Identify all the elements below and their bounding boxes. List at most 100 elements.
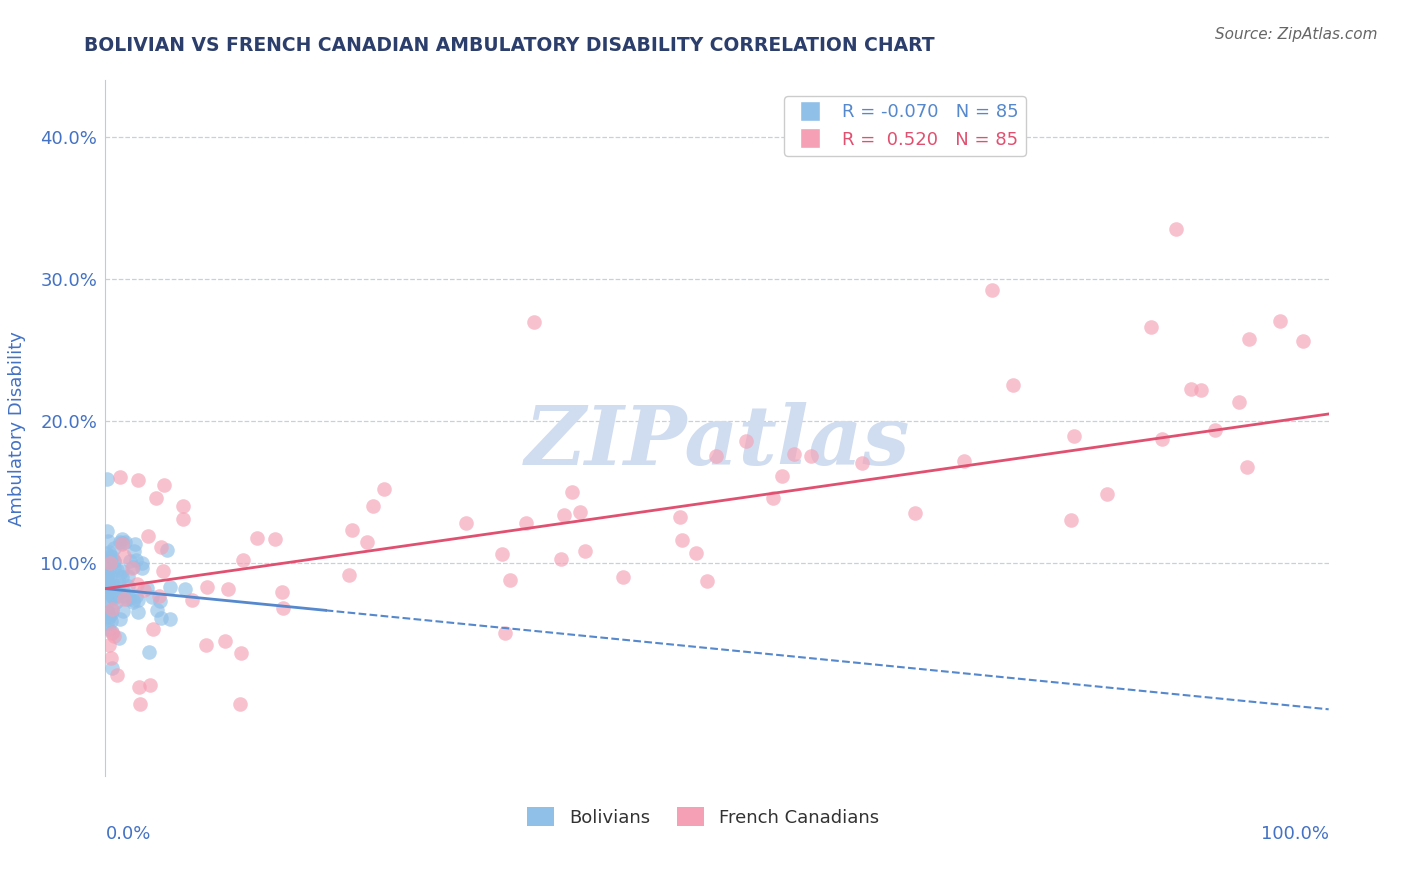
Point	[146, 603, 169, 617]
Point	[97, 606, 120, 620]
Point	[103, 554, 125, 568]
Point	[704, 450, 727, 464]
Point	[98, 608, 121, 623]
Point	[783, 447, 806, 461]
Point	[98, 580, 121, 594]
Legend: R = -0.070   N = 85, R =  0.520   N = 85: R = -0.070 N = 85, R = 0.520 N = 85	[785, 96, 1026, 156]
Point	[980, 283, 1002, 297]
Point	[172, 499, 194, 513]
Point	[373, 482, 395, 496]
Point	[217, 582, 239, 596]
Point	[136, 528, 159, 542]
Point	[117, 569, 139, 583]
Point	[1063, 429, 1085, 443]
Point	[96, 524, 118, 538]
Point	[550, 552, 572, 566]
Point	[96, 585, 118, 599]
Text: 100.0%: 100.0%	[1261, 825, 1329, 843]
Point	[101, 602, 124, 616]
Point	[270, 585, 292, 599]
Point	[108, 612, 131, 626]
Point	[132, 582, 155, 597]
Point	[685, 546, 707, 560]
Point	[96, 605, 118, 619]
Point	[696, 574, 718, 588]
Point	[98, 591, 121, 605]
Point	[96, 566, 118, 581]
Point	[108, 631, 131, 645]
Point	[148, 589, 170, 603]
Point	[101, 626, 124, 640]
Point	[1150, 432, 1173, 446]
Point	[153, 477, 176, 491]
Point	[149, 610, 172, 624]
Point	[1236, 459, 1258, 474]
Point	[229, 646, 252, 660]
Point	[97, 610, 120, 624]
Point	[121, 559, 143, 574]
Point	[568, 505, 591, 519]
Point	[125, 589, 148, 603]
Point	[121, 593, 143, 607]
Point	[149, 540, 172, 554]
Point	[103, 591, 125, 606]
Point	[735, 434, 758, 449]
Text: 0.0%: 0.0%	[105, 825, 150, 843]
Point	[152, 564, 174, 578]
Point	[105, 668, 128, 682]
Point	[159, 580, 181, 594]
Point	[904, 506, 927, 520]
Point	[98, 638, 121, 652]
Point	[1095, 487, 1118, 501]
Point	[112, 549, 135, 563]
Point	[101, 584, 124, 599]
Point	[1268, 314, 1291, 328]
Point	[122, 543, 145, 558]
Point	[101, 549, 124, 564]
Point	[1204, 423, 1226, 437]
Point	[574, 543, 596, 558]
Point	[141, 590, 163, 604]
Point	[101, 578, 124, 592]
Point	[181, 593, 204, 607]
Point	[107, 583, 129, 598]
Point	[112, 592, 135, 607]
Point	[97, 554, 120, 568]
Point	[669, 509, 692, 524]
Point	[142, 622, 165, 636]
Point	[128, 681, 150, 695]
Point	[96, 566, 118, 581]
Point	[494, 626, 516, 640]
Point	[108, 535, 131, 549]
Point	[103, 561, 125, 575]
Point	[96, 571, 118, 585]
Point	[115, 591, 138, 606]
Point	[138, 645, 160, 659]
Point	[98, 570, 121, 584]
Point	[671, 533, 693, 548]
Point	[499, 574, 522, 588]
Point	[271, 600, 294, 615]
Point	[454, 516, 477, 530]
Point	[131, 556, 153, 570]
Point	[107, 568, 129, 582]
Point	[1292, 334, 1315, 348]
Point	[515, 516, 537, 530]
Point	[98, 549, 121, 563]
Point	[553, 508, 575, 522]
Point	[100, 651, 122, 665]
Point	[100, 607, 122, 622]
Point	[103, 554, 125, 568]
Point	[110, 537, 132, 551]
Point	[851, 456, 873, 470]
Point	[121, 561, 143, 575]
Point	[108, 470, 131, 484]
Point	[97, 580, 120, 594]
Point	[263, 532, 285, 546]
Point	[770, 469, 793, 483]
Point	[612, 570, 634, 584]
Point	[172, 512, 194, 526]
Point	[953, 454, 976, 468]
Point	[127, 605, 149, 619]
Point	[118, 591, 141, 605]
